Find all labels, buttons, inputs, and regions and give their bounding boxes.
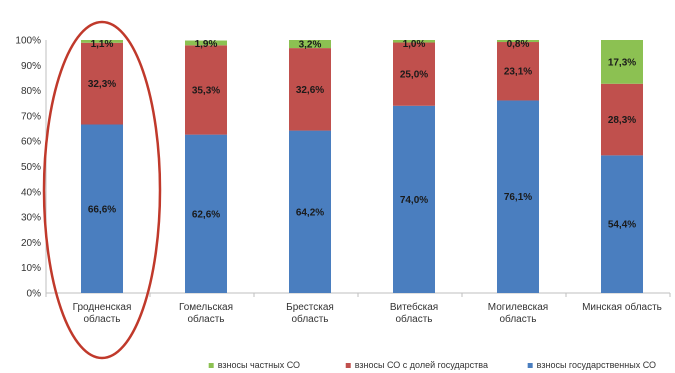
x-category-label: Могилевская: [488, 302, 548, 313]
data-label: 25,0%: [400, 70, 428, 81]
x-category-label: Витебская: [390, 301, 438, 313]
legend-swatch: [527, 363, 533, 368]
bar-segment: [185, 40, 227, 46]
x-category-label: Гомельская: [179, 302, 233, 313]
bar-segment: [289, 40, 331, 49]
bar-segment: [81, 40, 123, 43]
data-label: 62,6%: [192, 209, 220, 220]
bar-segment: [497, 40, 539, 43]
bar-segment: [601, 40, 643, 84]
bar-segment: [393, 40, 435, 43]
data-label: 64,2%: [296, 207, 324, 218]
bar-segment: [81, 124, 123, 293]
data-label: 23,1%: [504, 67, 532, 78]
data-label: 32,6%: [296, 85, 324, 96]
y-tick-label: 10%: [21, 263, 41, 274]
bar-segment: [185, 134, 227, 293]
legend-label: взносы СО с долей государства: [355, 360, 488, 370]
y-tick-label: 100%: [15, 36, 41, 47]
y-tick-label: 0%: [27, 289, 42, 300]
y-tick-label: 70%: [21, 111, 41, 122]
y-tick-label: 90%: [21, 61, 41, 72]
y-tick-label: 60%: [21, 137, 41, 148]
data-label: 76,1%: [504, 192, 532, 203]
x-category-label: область: [291, 313, 328, 325]
x-category-label: область: [499, 313, 536, 325]
y-tick-label: 20%: [21, 238, 41, 249]
data-label: 74,0%: [400, 195, 428, 206]
bar-segment: [81, 42, 123, 125]
legend-swatch: [208, 363, 214, 368]
data-label: 35,3%: [192, 85, 220, 96]
y-tick-label: 40%: [21, 187, 41, 198]
data-label: 3,2%: [299, 40, 322, 51]
data-label: 17,3%: [608, 57, 636, 68]
data-label: 66,6%: [88, 204, 116, 215]
data-label: 54,4%: [608, 220, 636, 231]
x-category-label: Гродненская: [73, 302, 132, 313]
x-category-label: область: [395, 313, 432, 325]
bar-segment: [289, 48, 331, 131]
bar-segment: [497, 100, 539, 293]
data-label: 1,0%: [403, 39, 426, 50]
data-label: 0,8%: [507, 39, 530, 50]
y-tick-label: 30%: [21, 213, 41, 224]
x-category-label: Брестская: [286, 302, 334, 313]
data-label: 28,3%: [608, 115, 636, 126]
bar-segment: [601, 155, 643, 293]
bar-segment: [497, 42, 539, 101]
bar-segment: [393, 42, 435, 106]
data-label: 1,1%: [91, 39, 114, 50]
highlight-ellipse: [42, 20, 162, 360]
bar-segment: [601, 83, 643, 156]
data-label: 1,9%: [195, 39, 218, 50]
legend-label: взносы частных СО: [218, 360, 300, 370]
x-category-label: область: [83, 313, 120, 325]
legend-swatch: [345, 363, 351, 368]
bar-segment: [185, 45, 227, 135]
legend-label: взносы государственных СО: [537, 360, 656, 370]
bar-segment: [289, 130, 331, 293]
data-label: 32,3%: [88, 79, 116, 90]
x-category-label: Минская область: [582, 301, 662, 313]
y-tick-label: 80%: [21, 86, 41, 97]
y-tick-label: 50%: [21, 162, 41, 173]
x-category-label: область: [187, 313, 224, 325]
bar-segment: [393, 105, 435, 293]
